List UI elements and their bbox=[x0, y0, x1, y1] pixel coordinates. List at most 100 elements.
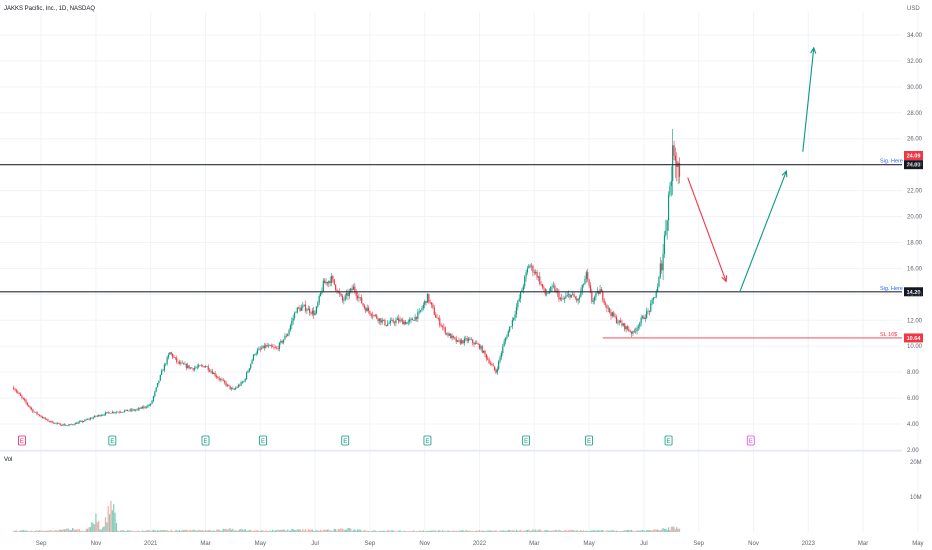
candle-body bbox=[376, 315, 378, 319]
volume-bar bbox=[218, 529, 220, 532]
candle-body bbox=[29, 406, 31, 409]
candle-body bbox=[474, 342, 476, 345]
volume-bar bbox=[188, 530, 190, 532]
candle-body bbox=[272, 346, 274, 348]
candle-body bbox=[22, 397, 24, 399]
volume-bar bbox=[463, 531, 466, 532]
volume-bar bbox=[554, 530, 556, 532]
volume-bar bbox=[247, 530, 249, 532]
earnings-marker[interactable] bbox=[201, 435, 210, 446]
up-arrow-1-head[interactable] bbox=[781, 169, 788, 178]
volume-bar bbox=[583, 530, 585, 532]
down-arrow-shaft[interactable] bbox=[687, 177, 727, 282]
volume-bar bbox=[466, 530, 468, 532]
earnings-marker[interactable] bbox=[585, 435, 593, 446]
volume-bar bbox=[51, 530, 53, 532]
candle-body bbox=[674, 155, 677, 161]
candle-body bbox=[358, 297, 360, 299]
volume-bar bbox=[74, 529, 76, 532]
volume-bar bbox=[77, 529, 79, 532]
candle-body bbox=[489, 363, 492, 365]
volume-bar bbox=[113, 504, 115, 532]
candle-body bbox=[184, 363, 186, 365]
volume-bar bbox=[452, 530, 455, 532]
volume-bar bbox=[195, 530, 197, 532]
volume-bar bbox=[419, 530, 422, 532]
earnings-marker[interactable] bbox=[664, 435, 673, 446]
candle-body bbox=[43, 417, 45, 419]
volume-bar bbox=[662, 528, 664, 532]
price-axis[interactable]: 34.00 32.00 30.00 28.00 26.00 24.00 22.00 20.00… bbox=[907, 33, 923, 454]
candle-body bbox=[380, 318, 382, 323]
volume-bar bbox=[429, 530, 431, 532]
projection-arrows[interactable] bbox=[687, 46, 817, 292]
earnings-marker[interactable] bbox=[746, 435, 755, 446]
volume-bar bbox=[199, 530, 201, 532]
candle-body bbox=[263, 345, 266, 348]
volume-bar bbox=[221, 530, 223, 532]
candle-body bbox=[450, 333, 452, 339]
volume-label: Vol bbox=[4, 457, 12, 463]
candle-body bbox=[528, 265, 530, 269]
volume-bar bbox=[178, 530, 181, 532]
level-label-stop-loss: SL 10$ bbox=[880, 332, 897, 338]
volume-bar bbox=[47, 530, 49, 532]
candle-body bbox=[235, 387, 237, 390]
volume-bar bbox=[89, 526, 92, 532]
volume-bar bbox=[604, 531, 607, 532]
candle-body bbox=[491, 364, 493, 365]
earnings-marker[interactable] bbox=[423, 435, 432, 446]
up-arrow-2-shaft[interactable] bbox=[802, 47, 815, 152]
time-axis[interactable]: Sep Nov 2021 Mar May Jul Sep Nov 2022 Mar May Jul Se… bbox=[36, 541, 924, 547]
earnings-marker[interactable] bbox=[341, 435, 350, 446]
up-arrow-1-shaft[interactable] bbox=[739, 170, 787, 292]
earnings-marker[interactable] bbox=[522, 435, 530, 446]
volume-bar bbox=[277, 529, 279, 532]
volume-bar bbox=[400, 531, 403, 532]
volume-bar bbox=[174, 530, 176, 532]
candle-body bbox=[667, 194, 670, 221]
down-arrow-head[interactable] bbox=[721, 275, 728, 283]
earnings-marker[interactable] bbox=[108, 435, 117, 446]
volume-bar bbox=[399, 530, 401, 532]
candle-body bbox=[80, 420, 82, 422]
volume-bar bbox=[451, 530, 453, 532]
candle-body bbox=[551, 286, 553, 288]
candle-body bbox=[265, 345, 267, 348]
candle-body bbox=[87, 418, 89, 420]
volume-bar bbox=[392, 530, 394, 532]
earnings-marker[interactable] bbox=[259, 435, 267, 446]
volume-bar bbox=[533, 530, 535, 532]
candle-body bbox=[639, 322, 641, 327]
candle-body bbox=[410, 318, 412, 320]
volume-bar bbox=[346, 529, 348, 532]
chart-title: JAKKS Pacific, Inc., 1D, NASDAQ bbox=[4, 6, 95, 12]
candle-body bbox=[285, 335, 287, 337]
candle-body bbox=[539, 276, 541, 284]
volume-bar bbox=[488, 530, 490, 532]
candle-body bbox=[644, 317, 646, 319]
volume-bar bbox=[643, 530, 645, 532]
candle-body bbox=[50, 420, 52, 422]
up-arrow-2-head[interactable] bbox=[810, 46, 817, 54]
candle-body bbox=[393, 322, 396, 324]
volume-bar bbox=[625, 530, 627, 532]
volume-bar bbox=[428, 530, 430, 532]
candle-body bbox=[100, 415, 102, 417]
earnings-marker[interactable] bbox=[18, 435, 26, 446]
volume-bar bbox=[100, 529, 102, 532]
horizontal-levels[interactable]: Sig. Here 24.00 Sig. Here 14.20 SL 10$ 10.64 2… bbox=[0, 150, 923, 343]
candle-body bbox=[98, 414, 100, 416]
earnings-marker-glyph: E bbox=[20, 439, 24, 445]
candle-body bbox=[54, 422, 56, 424]
candle-body bbox=[45, 419, 48, 420]
candle-body bbox=[161, 370, 163, 375]
candle-body bbox=[511, 319, 513, 327]
volume-bar bbox=[465, 530, 467, 532]
candle-body bbox=[661, 263, 663, 271]
volume-bar bbox=[588, 531, 590, 532]
volume-bar bbox=[122, 530, 124, 532]
volume-bar bbox=[672, 526, 674, 532]
